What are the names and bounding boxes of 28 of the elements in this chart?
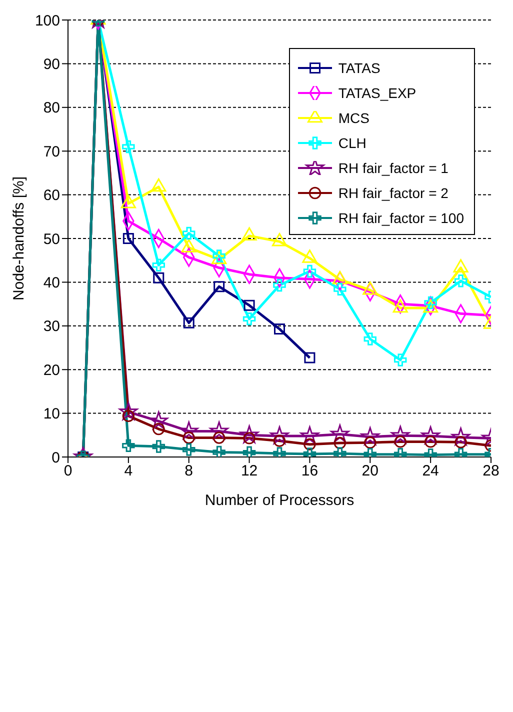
y-tick-label: 40	[43, 274, 60, 292]
x-tick-label: 4	[124, 462, 133, 480]
x-axis-title: Number of Processors	[204, 492, 354, 509]
x-tick-label: 12	[240, 462, 258, 480]
y-tick-label: 90	[43, 56, 60, 74]
legend-label: RH fair_factor = 100	[338, 210, 464, 226]
legend-label: TATAS	[338, 60, 380, 76]
x-tick-label: 8	[184, 462, 194, 480]
x-tick-label: 16	[301, 462, 318, 480]
y-tick-label: 0	[52, 449, 60, 466]
legend-label: RH fair_factor = 1	[338, 160, 448, 176]
y-tick-label: 80	[43, 100, 60, 117]
x-tick-label: 0	[64, 462, 72, 480]
y-tick-label: 10	[43, 406, 60, 423]
y-tick-label: 100	[34, 12, 60, 30]
y-tick-label: 50	[43, 230, 60, 248]
y-tick-label: 70	[43, 143, 60, 160]
y-axis-title: Node-handoffs [%]	[10, 176, 28, 300]
y-tick-label: 20	[43, 362, 60, 379]
x-tick-label: 20	[362, 462, 378, 480]
y-tick-label: 30	[43, 318, 60, 336]
y-tick-label: 60	[43, 187, 60, 204]
x-tick-label: 28	[482, 462, 500, 480]
legend-label: CLH	[338, 134, 366, 150]
x-tick-label: 24	[422, 462, 439, 480]
legend-label: TATAS_EXP	[338, 84, 416, 100]
legend-label: RH fair_factor = 2	[338, 184, 448, 200]
legend-label: MCS	[338, 110, 370, 126]
